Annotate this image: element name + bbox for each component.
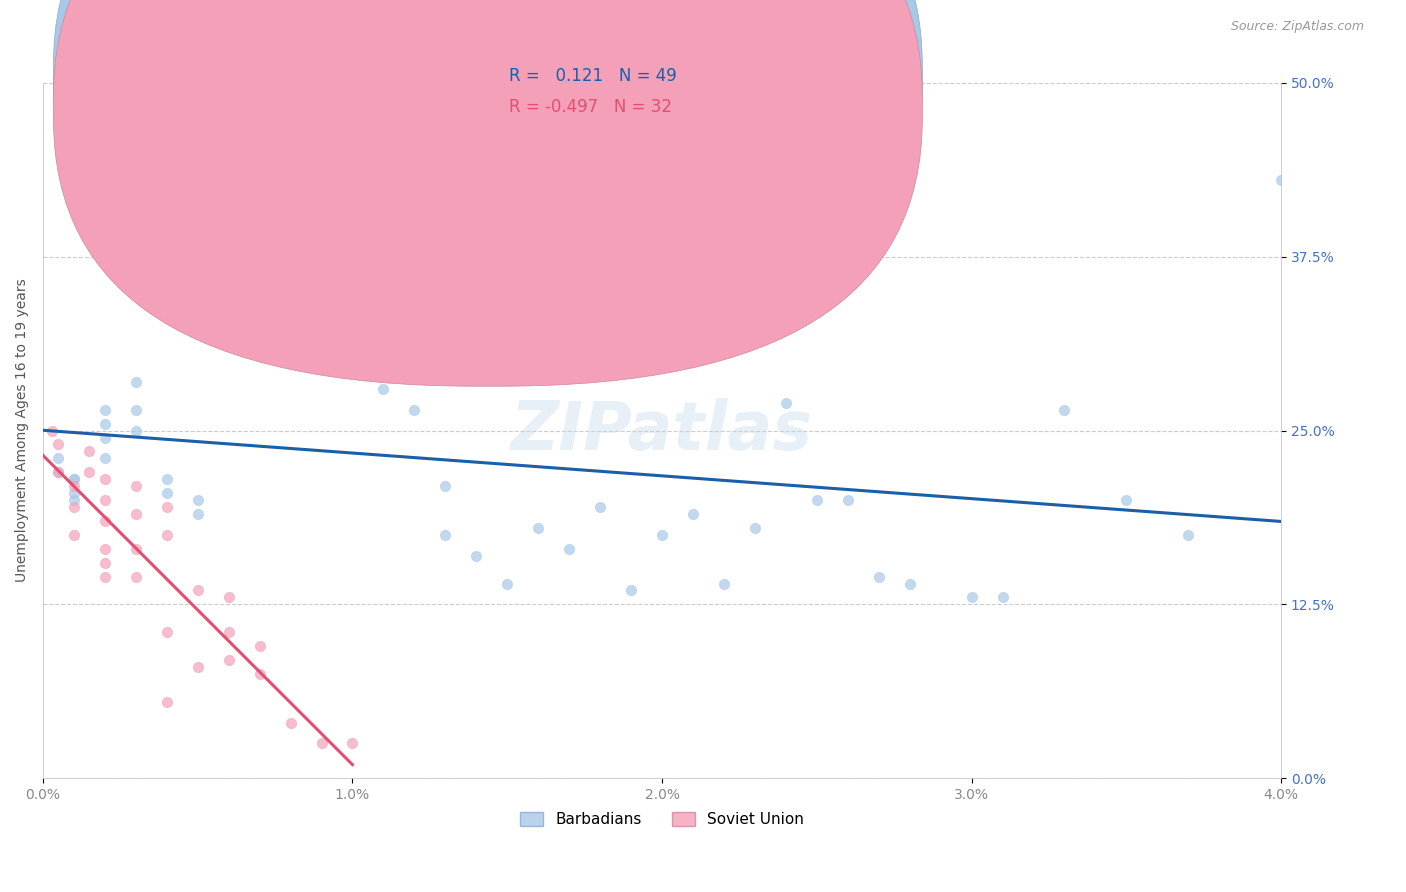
Point: [373, 382, 395, 396]
Point: [218, 591, 240, 605]
Point: [125, 424, 148, 438]
Point: [311, 736, 333, 750]
Text: R = -0.497   N = 32: R = -0.497 N = 32: [509, 98, 672, 116]
Point: [1177, 528, 1199, 542]
Point: [63, 472, 86, 486]
Point: [125, 479, 148, 493]
Point: [249, 639, 271, 653]
Point: [496, 576, 519, 591]
Point: [94, 493, 117, 508]
Point: [342, 736, 364, 750]
Point: [187, 493, 209, 508]
Point: [249, 222, 271, 236]
Point: [249, 667, 271, 681]
Point: [311, 354, 333, 368]
Point: [79, 444, 101, 458]
Point: [48, 451, 70, 466]
Point: [187, 660, 209, 674]
Point: [63, 479, 86, 493]
Point: [991, 591, 1014, 605]
Point: [48, 437, 70, 451]
Point: [94, 431, 117, 445]
Point: [404, 402, 426, 417]
Point: [94, 556, 117, 570]
Point: [465, 549, 488, 563]
Point: [713, 576, 735, 591]
Point: [434, 479, 457, 493]
Point: [280, 333, 302, 347]
Point: [1115, 493, 1137, 508]
Point: [868, 569, 890, 583]
Point: [48, 465, 70, 479]
Point: [94, 514, 117, 528]
Point: [63, 528, 86, 542]
Text: Source: ZipAtlas.com: Source: ZipAtlas.com: [1230, 20, 1364, 33]
Point: [187, 507, 209, 521]
Point: [63, 486, 86, 500]
Point: [48, 465, 70, 479]
Point: [125, 541, 148, 556]
Text: R =   0.121   N = 49: R = 0.121 N = 49: [509, 67, 676, 85]
Point: [63, 493, 86, 508]
Point: [125, 402, 148, 417]
Point: [342, 361, 364, 376]
Point: [960, 591, 983, 605]
Point: [94, 451, 117, 466]
Point: [527, 521, 550, 535]
Point: [651, 528, 673, 542]
Point: [744, 521, 766, 535]
Y-axis label: Unemployment Among Ages 16 to 19 years: Unemployment Among Ages 16 to 19 years: [15, 278, 30, 582]
Point: [558, 541, 581, 556]
Point: [218, 653, 240, 667]
Point: [898, 576, 921, 591]
Point: [218, 312, 240, 326]
Point: [280, 715, 302, 730]
Point: [187, 583, 209, 598]
Point: [775, 396, 797, 410]
Point: [434, 528, 457, 542]
Point: [41, 424, 63, 438]
Point: [94, 569, 117, 583]
Point: [79, 465, 101, 479]
Point: [94, 541, 117, 556]
Point: [94, 472, 117, 486]
Point: [156, 486, 179, 500]
Point: [682, 507, 704, 521]
Point: [156, 500, 179, 514]
Text: BARBADIAN VS SOVIET UNION UNEMPLOYMENT AMONG AGES 16 TO 19 YEARS CORRELATION CHA: BARBADIAN VS SOVIET UNION UNEMPLOYMENT A…: [84, 31, 856, 46]
Point: [837, 493, 859, 508]
Point: [125, 507, 148, 521]
Text: ZIPatlas: ZIPatlas: [510, 398, 813, 464]
Point: [156, 625, 179, 640]
Point: [125, 569, 148, 583]
Point: [806, 493, 828, 508]
Point: [620, 583, 643, 598]
Point: [589, 500, 612, 514]
Point: [156, 472, 179, 486]
Point: [156, 695, 179, 709]
Point: [125, 375, 148, 389]
Point: [94, 402, 117, 417]
Point: [1053, 402, 1076, 417]
Point: [218, 285, 240, 299]
Point: [156, 528, 179, 542]
Point: [1270, 173, 1292, 187]
Point: [94, 417, 117, 431]
Point: [63, 500, 86, 514]
Point: [249, 180, 271, 194]
Point: [63, 472, 86, 486]
Point: [218, 625, 240, 640]
Legend: Barbadians, Soviet Union: Barbadians, Soviet Union: [513, 805, 810, 833]
